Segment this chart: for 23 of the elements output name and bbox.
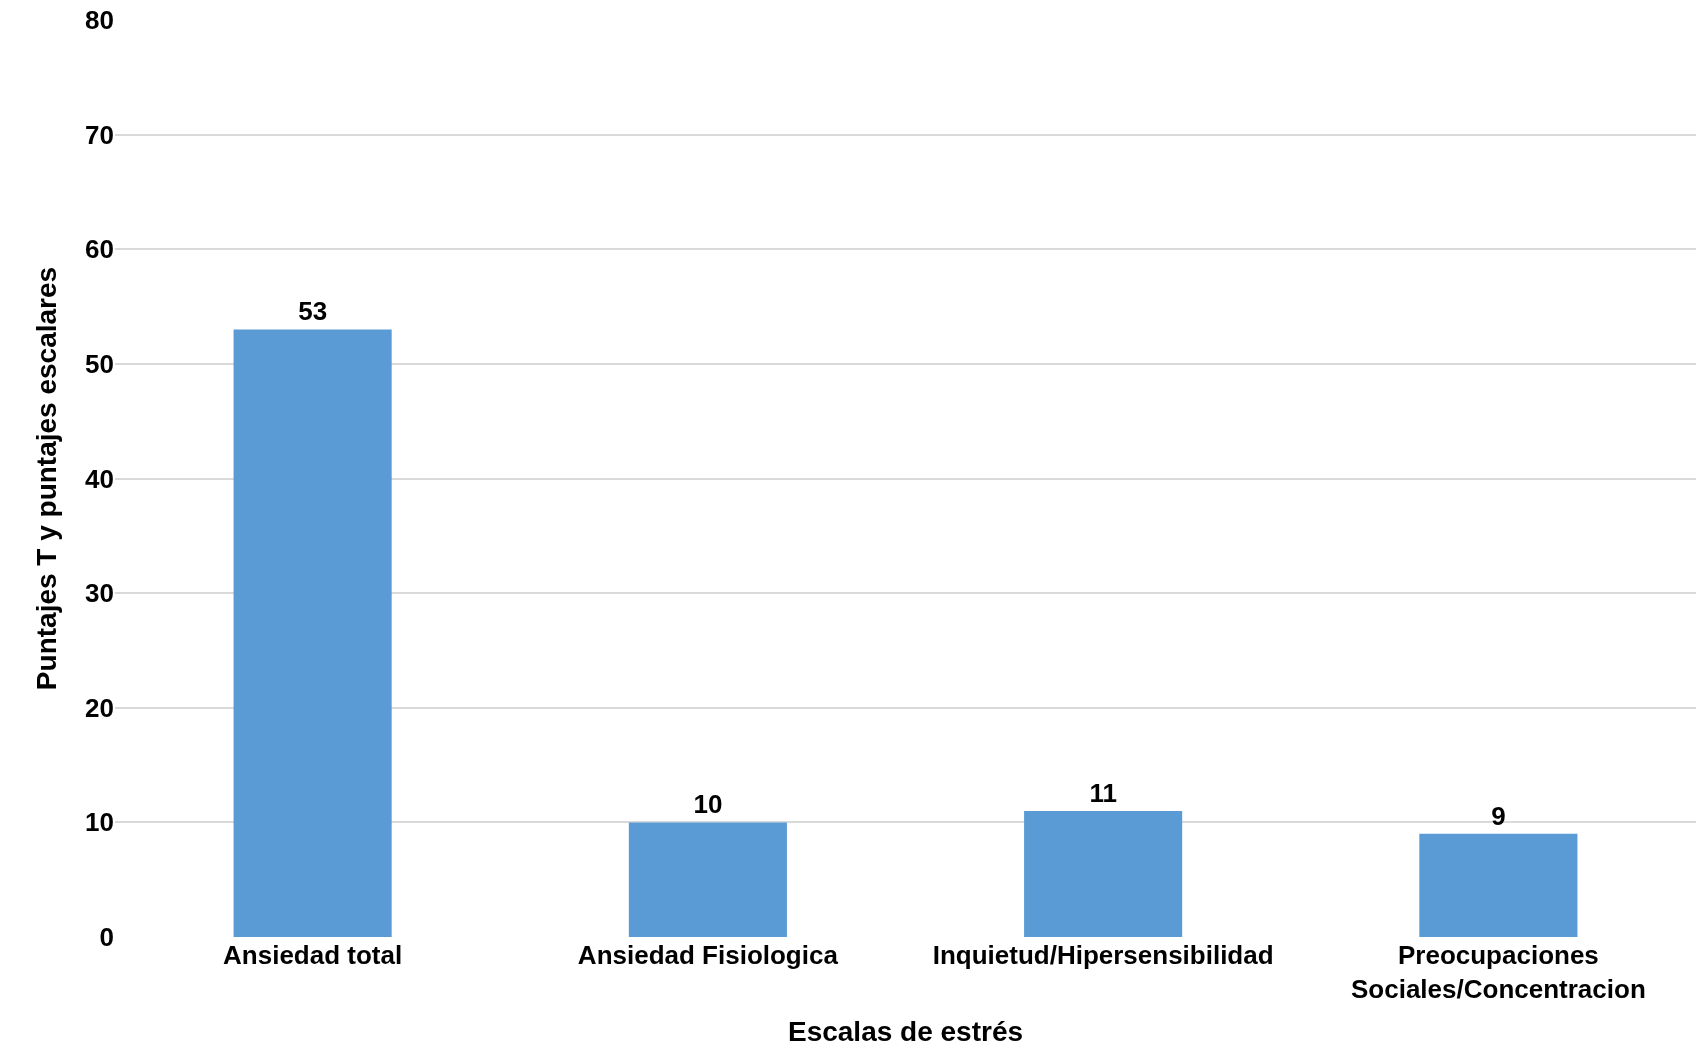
y-tick-label: 80 bbox=[85, 5, 114, 36]
bar bbox=[233, 329, 392, 937]
y-axis-title: Puntajes T y puntajes escalares bbox=[30, 266, 62, 691]
y-tick-label: 40 bbox=[85, 463, 114, 494]
x-tick-label: Ansiedad total bbox=[223, 940, 403, 970]
data-label: 9 bbox=[1491, 800, 1506, 831]
x-tick-label: Preocupaciones Sociales/Concentracion bbox=[1351, 940, 1646, 1004]
bar bbox=[1024, 810, 1183, 937]
y-tick-label: 50 bbox=[85, 348, 114, 379]
bar bbox=[1419, 833, 1578, 937]
y-tick-label: 60 bbox=[85, 234, 114, 265]
bar bbox=[628, 822, 787, 937]
y-tick-label: 0 bbox=[99, 922, 114, 953]
y-tick-label: 30 bbox=[85, 578, 114, 609]
data-label: 10 bbox=[693, 789, 723, 820]
data-label: 11 bbox=[1089, 777, 1117, 808]
y-tick-label: 70 bbox=[85, 119, 114, 150]
x-axis-title: Escalas de estrés bbox=[787, 1015, 1024, 1047]
y-tick-label: 10 bbox=[85, 807, 114, 838]
data-label: 53 bbox=[298, 296, 328, 327]
x-tick-label: Ansiedad Fisiologica bbox=[577, 940, 839, 970]
y-tick-label: 20 bbox=[85, 692, 114, 723]
x-tick-label: Inquietud/Hipersensibilidad bbox=[932, 940, 1274, 970]
